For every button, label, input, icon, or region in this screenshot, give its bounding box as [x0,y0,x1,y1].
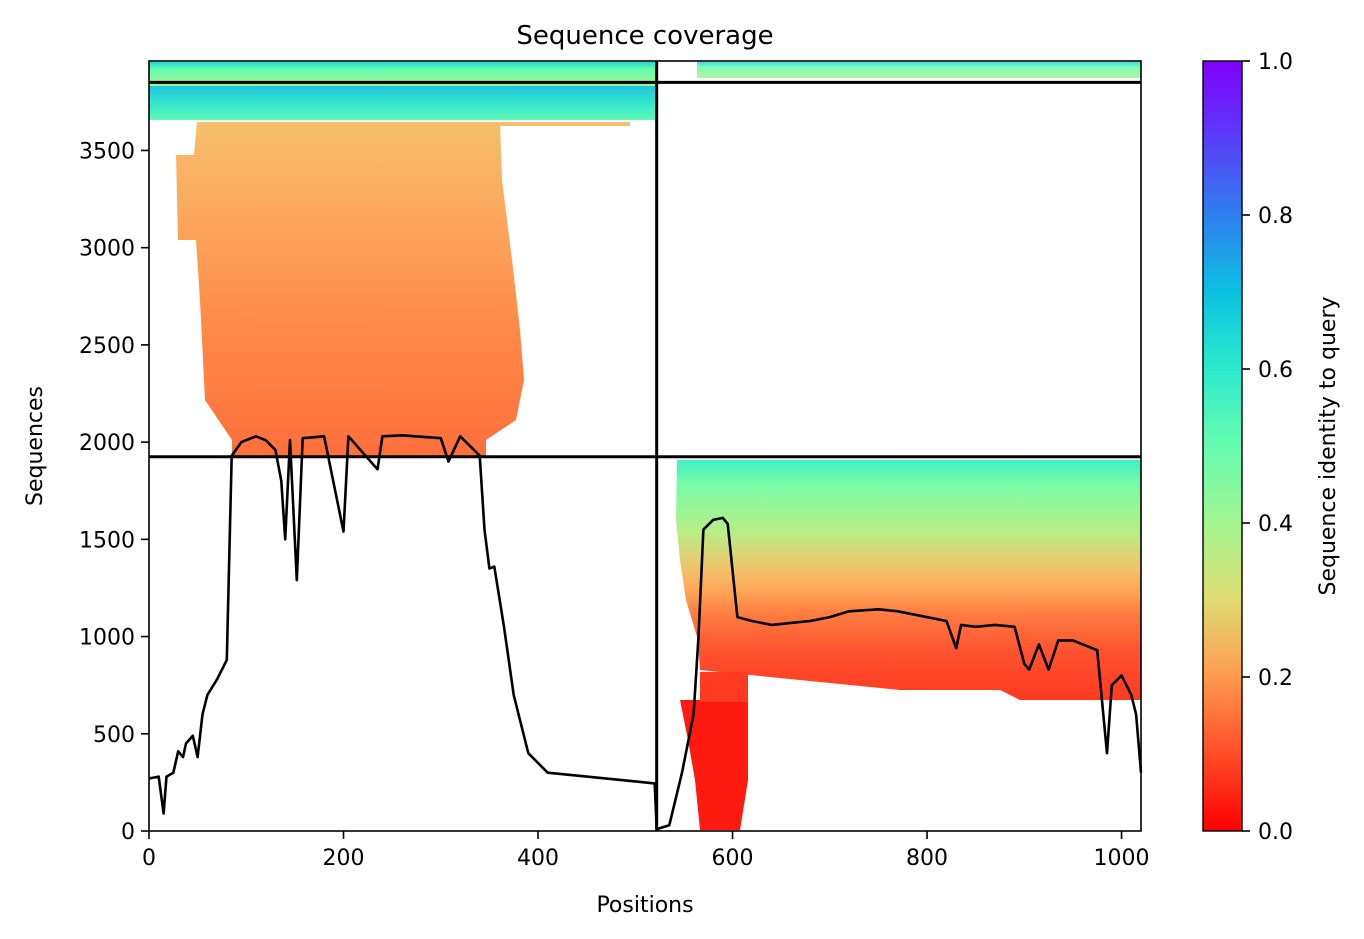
x-tick-label: 0 [142,846,156,871]
heat-red-strip [700,672,748,702]
colorbar-label: Sequence identity to query [1316,296,1341,595]
y-tick-label: 1500 [79,528,135,553]
chart-title: Sequence coverage [516,21,773,51]
colorbar-tick-label: 1.0 [1258,50,1293,75]
heat-top-band-right [697,62,1141,78]
heat-main-block [176,122,524,458]
x-tick-label: 200 [323,846,365,871]
colorbar: 0.0 0.2 0.4 0.6 0.8 1.0 Sequence identity to … [1202,50,1341,845]
x-axis-ticks: 0 200 400 600 800 1000 [142,831,1150,871]
colorbar-ticks: 0.0 0.2 0.4 0.6 0.8 1.0 [1242,50,1293,845]
y-axis-ticks: 0 500 1000 1500 2000 2500 3000 3500 [79,139,149,845]
x-axis-label: Positions [596,893,693,918]
colorbar-tick-label: 0.0 [1258,820,1293,845]
y-tick-label: 2500 [79,334,135,359]
y-tick-label: 3000 [79,237,135,262]
y-axis-label: Sequences [23,386,48,506]
colorbar-gradient [1202,60,1243,832]
heat-main-block-tail [498,122,630,126]
y-tick-label: 0 [121,820,135,845]
coverage-heatmap [149,62,1141,830]
y-tick-label: 2000 [79,431,135,456]
segment-boundaries [149,61,1141,831]
colorbar-tick-label: 0.6 [1258,358,1293,383]
y-tick-label: 3500 [79,139,135,164]
x-tick-label: 1000 [1094,846,1150,871]
coverage-line [148,434,1143,831]
x-tick-label: 400 [517,846,559,871]
colorbar-tick-label: 0.2 [1258,666,1293,691]
colorbar-tick-label: 0.8 [1258,204,1293,229]
axes-frame [148,60,1142,832]
heat-red-block [680,700,748,830]
heat-second-band [149,86,657,120]
y-tick-label: 1000 [79,626,135,651]
heat-lower-right-block [676,460,1141,700]
x-tick-label: 600 [712,846,754,871]
colorbar-tick-label: 0.4 [1258,512,1293,537]
x-tick-label: 800 [906,846,948,871]
coverage-line-group [148,434,1143,831]
y-tick-label: 500 [93,723,135,748]
